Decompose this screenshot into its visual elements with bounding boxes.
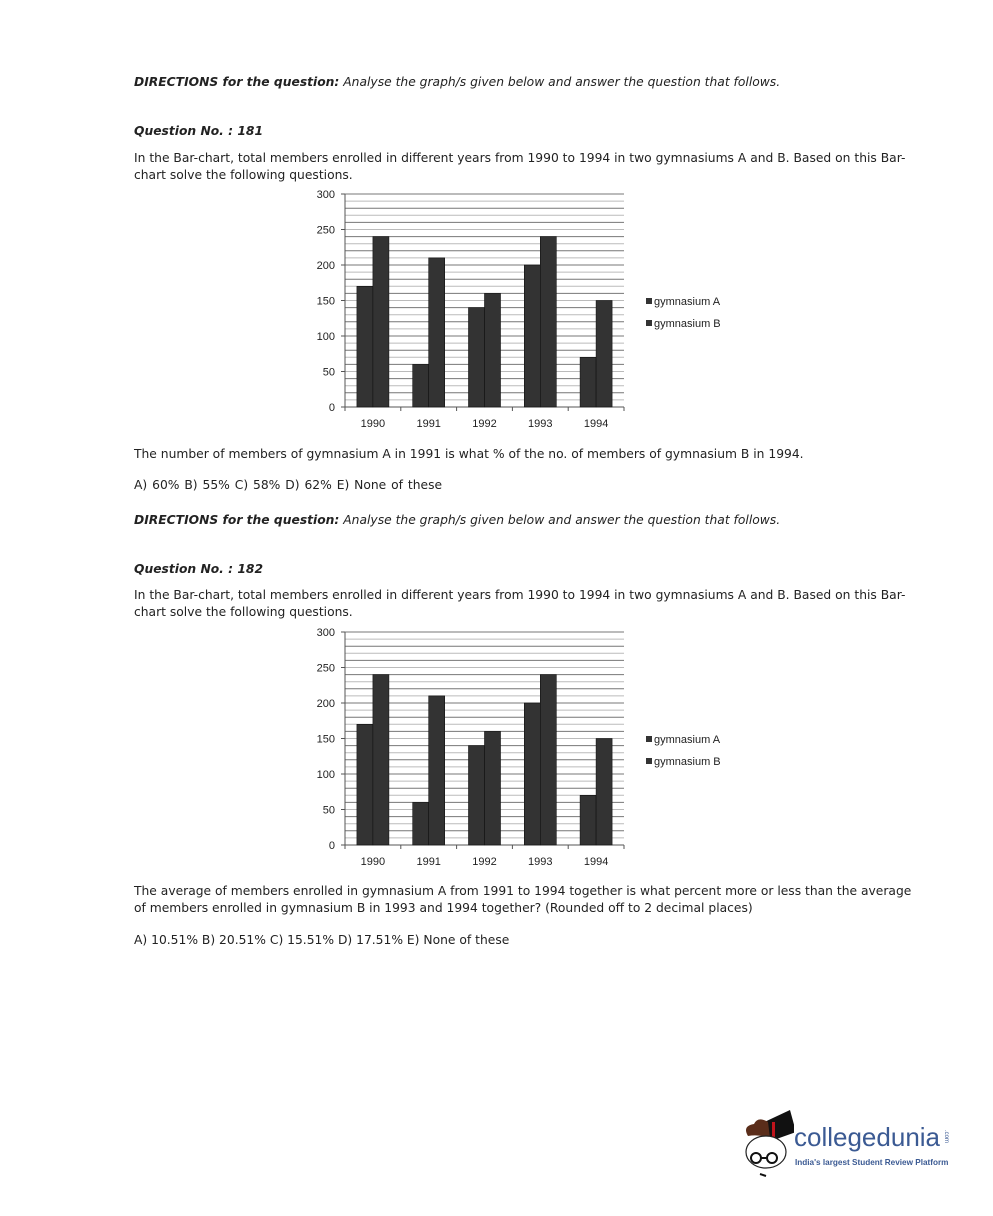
directions-text: Analyse the graph/s given below and answ… [339, 513, 781, 527]
bar-gymnasium-a [579, 357, 597, 408]
y-tick-label: 50 [323, 367, 335, 379]
y-tick-label: 0 [329, 840, 335, 852]
legend-swatch [646, 320, 652, 326]
bar-chart: 0 50 100 150 200 250 300 1990 1991 1992 1993 1994 gy… [317, 189, 721, 430]
bar-gymnasium-b [428, 257, 445, 408]
legend-swatch [646, 736, 652, 742]
logo-wordmark-row: collegedunia .com [794, 1122, 950, 1152]
legend-swatch [646, 298, 652, 304]
question-intro: In the Bar-chart, total members enrolled… [134, 151, 906, 165]
legend-label: gymnasium B [654, 756, 721, 768]
x-tick-label: 1990 [361, 856, 385, 868]
bar-chart: 0 50 100 150 200 250 300 1990 1991 1992 1993 1994 gy… [317, 627, 721, 868]
bar-gymnasium-a [356, 724, 374, 846]
x-tick-label: 1993 [528, 418, 552, 430]
y-tick-label: 100 [317, 769, 335, 781]
y-tick-label: 250 [317, 663, 335, 675]
bar-gymnasium-b [540, 674, 557, 846]
bar-gymnasium-a [412, 802, 429, 846]
legend-swatch [646, 758, 652, 764]
y-tick-label: 150 [317, 296, 335, 308]
mascot-icon [745, 1110, 794, 1177]
y-tick-label: 50 [323, 805, 335, 817]
directions-label: DIRECTIONS for the question: [134, 75, 340, 89]
question-text: The average of members enrolled in gymna… [134, 884, 912, 898]
y-tick-label: 300 [317, 627, 335, 639]
bar-gymnasium-b [428, 695, 445, 846]
legend-label: gymnasium A [654, 734, 721, 746]
legend-label: gymnasium A [654, 296, 721, 308]
answer-options: A) 60% B) 55% C) 58% D) 62% E) None of t… [134, 478, 443, 492]
bar-gymnasium-b [540, 236, 557, 408]
y-tick-label: 250 [317, 225, 335, 237]
bar-gymnasium-a [468, 307, 485, 408]
directions-text: Analyse the graph/s given below and answ… [339, 75, 781, 89]
question-intro: chart solve the following questions. [134, 168, 353, 182]
x-tick-label: 1991 [416, 418, 440, 430]
question-text: of members enrolled in gymnasium B in 19… [134, 901, 753, 915]
directions: DIRECTIONS for the question: Analyse the… [134, 75, 780, 89]
question-number: Question No. : 181 [134, 124, 264, 138]
logo-tagline: India's largest Student Review Platform [795, 1158, 949, 1167]
x-tick-label: 1991 [416, 856, 440, 868]
directions-label: DIRECTIONS for the question: [134, 513, 340, 527]
question-intro: chart solve the following questions. [134, 605, 353, 619]
bar-gymnasium-b [595, 300, 613, 408]
question-intro: In the Bar-chart, total members enrolled… [134, 588, 906, 602]
y-tick-label: 200 [317, 260, 335, 272]
y-tick-label: 100 [317, 331, 335, 343]
x-tick-label: 1994 [584, 856, 608, 868]
x-tick-label: 1994 [584, 418, 608, 430]
y-tick-label: 0 [329, 402, 335, 414]
bar-gymnasium-b [372, 236, 390, 408]
bar-gymnasium-a [412, 364, 429, 408]
y-tick-label: 200 [317, 698, 335, 710]
x-tick-label: 1992 [472, 418, 496, 430]
bar-gymnasium-b [372, 674, 390, 846]
directions: DIRECTIONS for the question: Analyse the… [134, 513, 780, 527]
bar-gymnasium-b [484, 731, 501, 846]
logo-suffix: .com [943, 1130, 950, 1144]
bar-gymnasium-a [579, 795, 597, 846]
question-number: Question No. : 182 [134, 562, 264, 576]
x-tick-label: 1993 [528, 856, 552, 868]
bar-gymnasium-a [524, 702, 541, 846]
legend-label: gymnasium B [654, 318, 721, 330]
answer-options: A) 10.51% B) 20.51% C) 15.51% D) 17.51% … [134, 933, 510, 947]
bar-gymnasium-a [468, 745, 485, 846]
bar-gymnasium-b [484, 293, 501, 408]
y-tick-label: 300 [317, 189, 335, 201]
logo-wordmark: collegedunia [794, 1122, 941, 1152]
y-tick-label: 150 [317, 734, 335, 746]
collegedunia-logo: collegedunia .com India's largest Studen… [738, 1108, 978, 1180]
x-tick-label: 1992 [472, 856, 496, 868]
bar-gymnasium-a [356, 286, 374, 408]
bar-gymnasium-b [595, 738, 613, 846]
question-text: The number of members of gymnasium A in … [134, 447, 804, 461]
bar-gymnasium-a [524, 264, 541, 408]
x-tick-label: 1990 [361, 418, 385, 430]
